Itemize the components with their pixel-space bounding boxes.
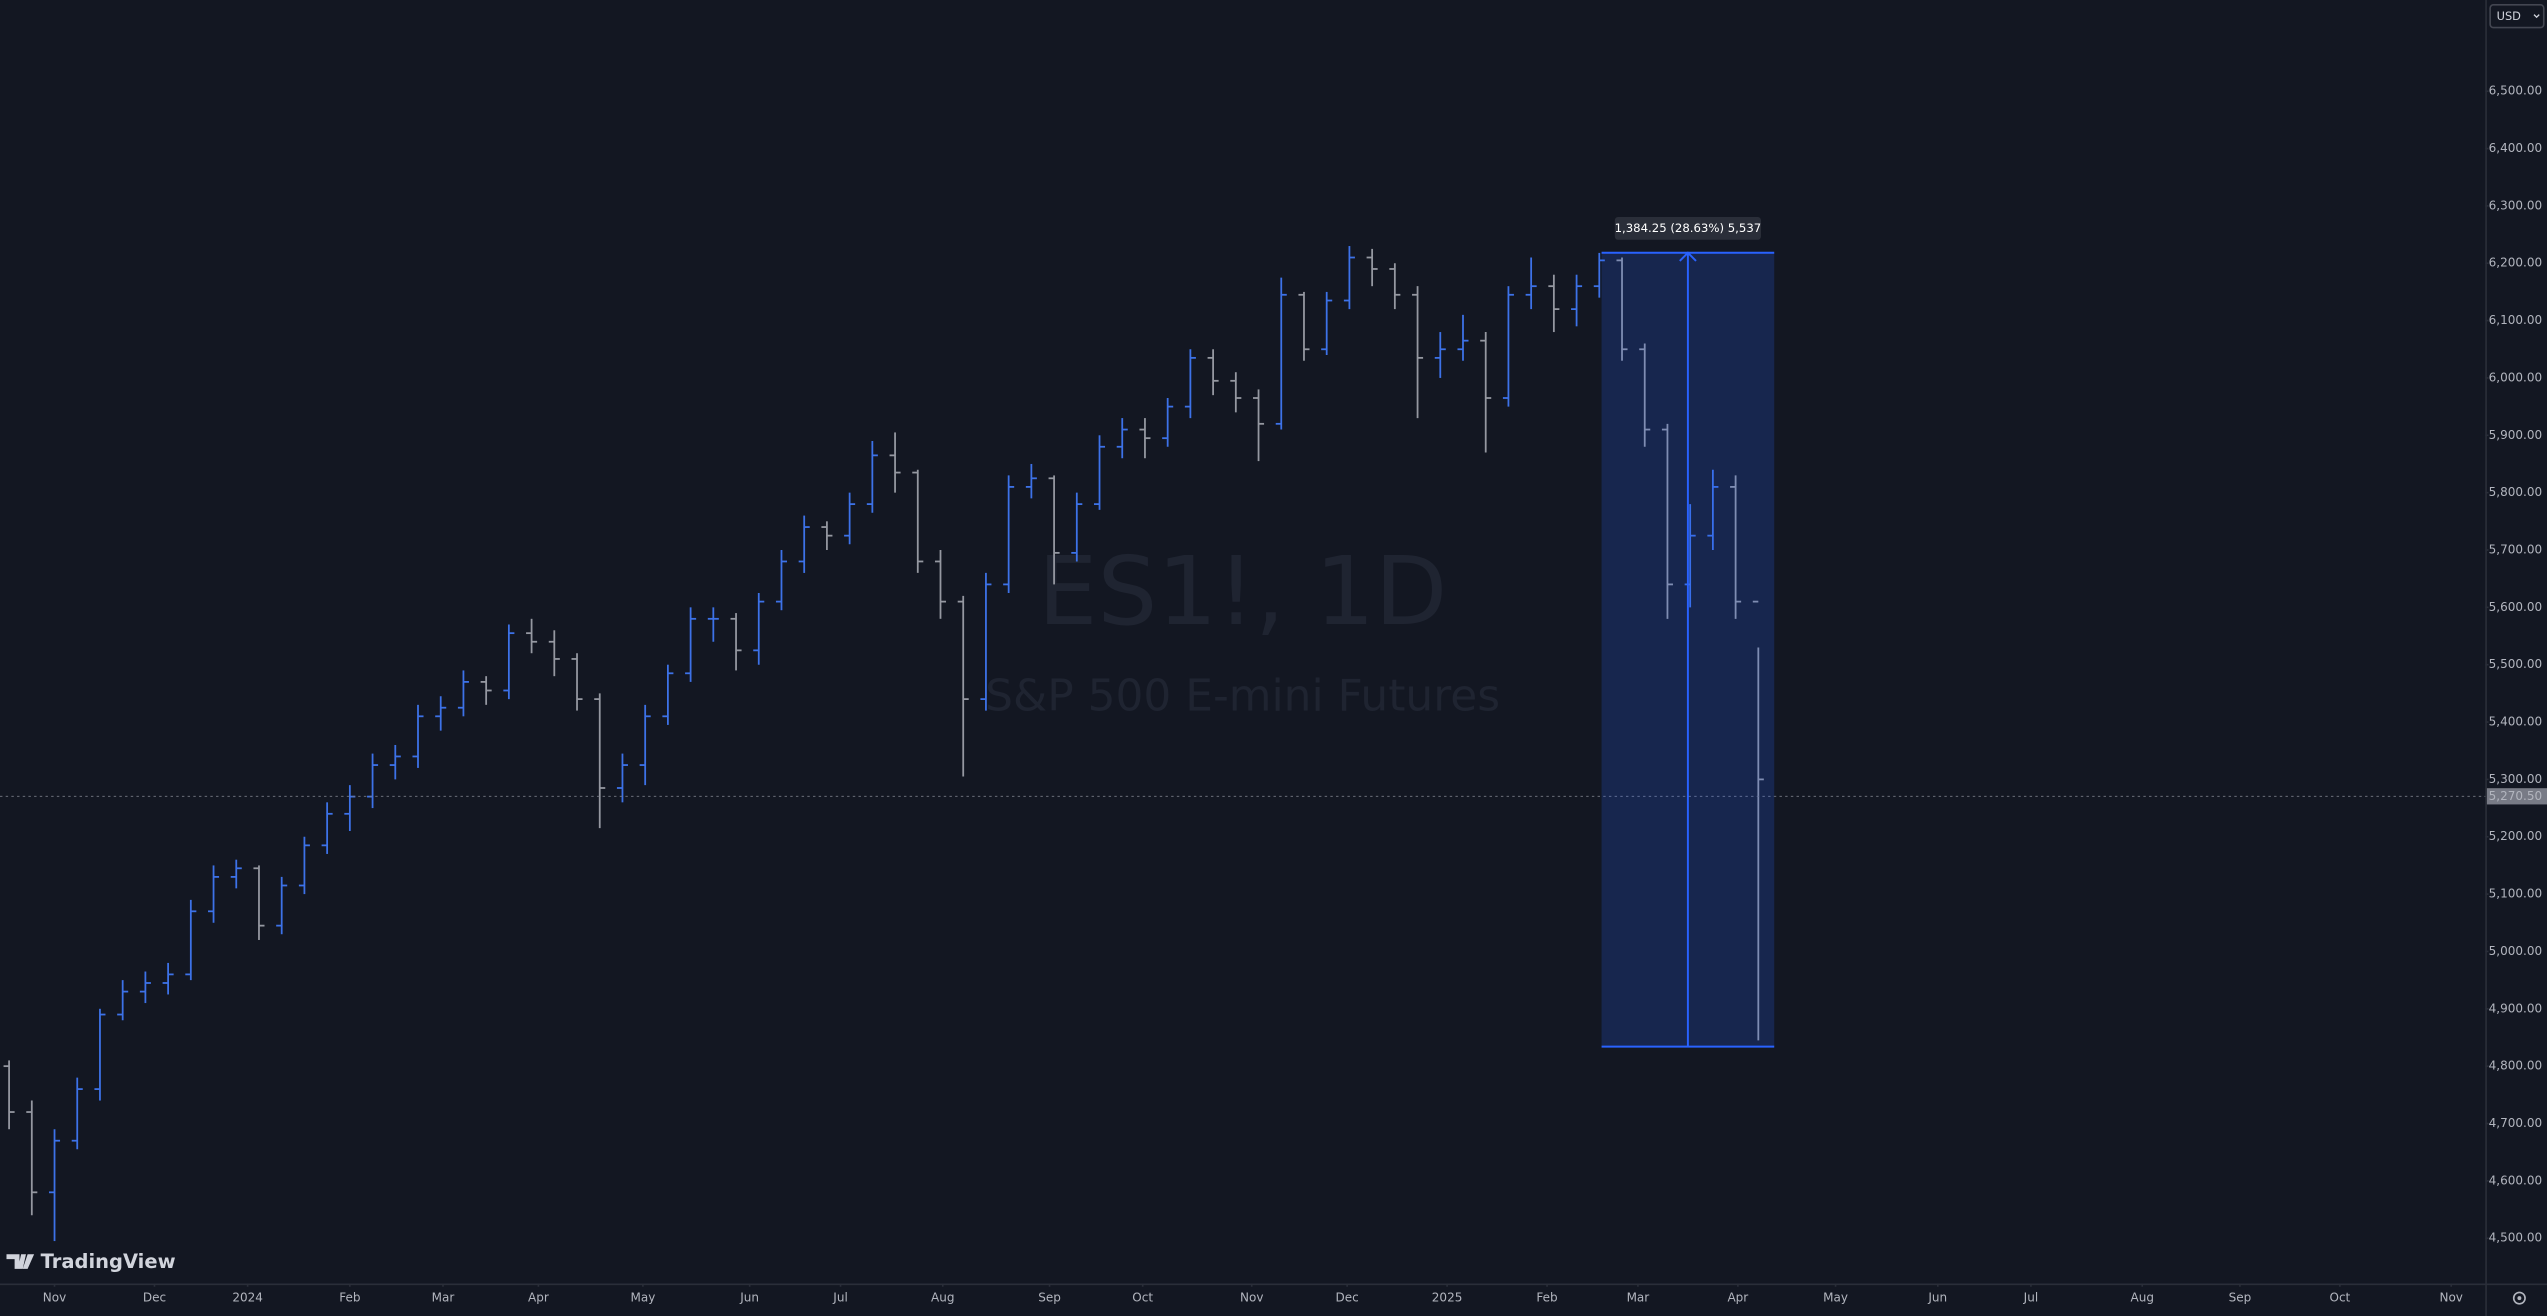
y-tick-label: 5,700.00	[2489, 542, 2543, 556]
x-tick-label: May	[1823, 1291, 1848, 1305]
x-tick-label: 2025	[1432, 1291, 1463, 1305]
x-tick-label: 2024	[232, 1291, 263, 1305]
y-tick-label: 5,300.00	[2489, 772, 2543, 786]
price-range-tool: 1,384.25 (28.63%) 5,537	[1601, 217, 1775, 1048]
y-tick-label: 4,500.00	[2489, 1231, 2543, 1245]
y-tick-label: 5,500.00	[2489, 657, 2543, 671]
last-price-box	[2486, 788, 2547, 805]
x-tick-label: Jul	[2023, 1291, 2038, 1305]
x-tick-label: Oct	[1132, 1291, 1153, 1305]
settings-button[interactable]	[2512, 1291, 2526, 1305]
settings-icon-center[interactable]	[2517, 1296, 2522, 1301]
logo-icon	[6, 1254, 35, 1269]
x-tick-label: Mar	[432, 1291, 455, 1305]
y-tick-label: 6,400.00	[2489, 141, 2543, 155]
x-tick-label: Mar	[1627, 1291, 1650, 1305]
x-tick-label: Jun	[1927, 1291, 1947, 1305]
price-range-label: 1,384.25 (28.63%) 5,537	[1615, 221, 1762, 235]
y-tick-label: 5,800.00	[2489, 485, 2543, 499]
logo: TradingView	[6, 1250, 176, 1273]
settings-icon[interactable]	[2512, 1291, 2526, 1305]
price-range-label-box	[1614, 217, 1761, 240]
y-tick-label: 5,900.00	[2489, 428, 2543, 442]
y-tick-label: 6,200.00	[2489, 256, 2543, 270]
currency-label[interactable]: USD	[2497, 9, 2522, 23]
y-tick-label: 6,000.00	[2489, 370, 2543, 384]
x-tick-label: Feb	[339, 1291, 360, 1305]
y-tick-label: 4,600.00	[2489, 1173, 2543, 1187]
x-tick-label: Apr	[1727, 1291, 1748, 1305]
x-tick-label: Jul	[832, 1291, 847, 1305]
watermark-symbol: ES1!, 1D	[1038, 538, 1447, 647]
x-tick-label: Aug	[2131, 1291, 2154, 1305]
currency-selector[interactable]: USD	[2489, 4, 2545, 29]
x-tick-label: Nov	[43, 1291, 66, 1305]
y-tick-label: 4,900.00	[2489, 1001, 2543, 1015]
y-tick-label: 6,100.00	[2489, 313, 2543, 327]
y-tick-label: 6,300.00	[2489, 198, 2543, 212]
y-tick-label: 5,600.00	[2489, 600, 2543, 614]
x-tick-label: Dec	[143, 1291, 166, 1305]
y-tick-label: 5,400.00	[2489, 715, 2543, 729]
x-tick-label: Sep	[1038, 1291, 1061, 1305]
price-bars	[3, 246, 1764, 1242]
x-tick-label: Feb	[1536, 1291, 1557, 1305]
x-tick-label: Sep	[2229, 1291, 2252, 1305]
watermark-description: S&P 500 E-mini Futures	[985, 671, 1500, 722]
currency-chevron[interactable]	[2533, 14, 2540, 19]
x-tick-label: Jun	[739, 1291, 759, 1305]
y-tick-label: 4,700.00	[2489, 1116, 2543, 1130]
price-range-arrowhead	[1679, 251, 1697, 262]
x-tick-label: Nov	[1240, 1291, 1263, 1305]
y-tick-label: 5,100.00	[2489, 887, 2543, 901]
x-tick-label: May	[630, 1291, 655, 1305]
x-tick-label: Aug	[931, 1291, 954, 1305]
x-tick-label: Oct	[2329, 1291, 2350, 1305]
y-tick-label: 5,200.00	[2489, 829, 2543, 843]
last-price-label: 5,270.50	[2489, 789, 2543, 803]
y-tick-label: 6,500.00	[2489, 84, 2543, 98]
y-tick-label: 5,000.00	[2489, 944, 2543, 958]
x-tick-label: Apr	[528, 1291, 549, 1305]
currency-box[interactable]	[2489, 4, 2545, 29]
x-tick-label: Dec	[1336, 1291, 1359, 1305]
x-tick-label: Nov	[2439, 1291, 2462, 1305]
logo-text: TradingView	[41, 1250, 176, 1273]
y-tick-label: 4,800.00	[2489, 1059, 2543, 1073]
